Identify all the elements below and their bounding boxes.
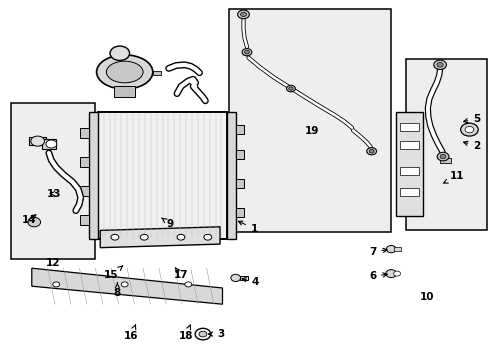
Text: 3: 3 <box>208 329 224 339</box>
Ellipse shape <box>106 61 143 83</box>
Text: 7: 7 <box>368 247 386 257</box>
Text: 9: 9 <box>161 218 173 229</box>
Bar <box>98 112 227 239</box>
Circle shape <box>288 87 292 90</box>
Text: 17: 17 <box>173 267 188 280</box>
Bar <box>152 71 161 75</box>
Circle shape <box>385 270 396 278</box>
Bar <box>399 188 418 196</box>
Circle shape <box>199 331 206 337</box>
Bar <box>236 150 244 159</box>
Bar <box>395 112 422 216</box>
Circle shape <box>140 234 148 240</box>
Polygon shape <box>100 227 220 248</box>
Text: 15: 15 <box>104 266 122 280</box>
Circle shape <box>110 46 129 60</box>
Circle shape <box>195 328 210 340</box>
Bar <box>80 186 89 196</box>
Text: 2: 2 <box>463 141 479 151</box>
Text: 18: 18 <box>178 325 193 341</box>
Bar <box>399 123 418 131</box>
Circle shape <box>436 152 448 161</box>
Circle shape <box>436 63 442 67</box>
Circle shape <box>237 10 249 19</box>
Circle shape <box>121 282 128 287</box>
Bar <box>228 9 390 232</box>
Circle shape <box>439 154 445 159</box>
Bar <box>80 128 89 138</box>
Text: 13: 13 <box>46 189 61 199</box>
Bar <box>80 157 89 167</box>
Bar <box>29 137 46 145</box>
Circle shape <box>286 85 295 92</box>
Text: 12: 12 <box>45 258 60 268</box>
Circle shape <box>366 148 376 155</box>
Bar <box>393 247 400 251</box>
Circle shape <box>46 140 57 148</box>
Bar <box>114 86 135 97</box>
Circle shape <box>433 60 446 69</box>
Circle shape <box>242 49 251 56</box>
Bar <box>42 139 56 149</box>
Polygon shape <box>32 268 222 304</box>
Circle shape <box>240 12 246 17</box>
Circle shape <box>53 282 60 287</box>
Text: 10: 10 <box>419 292 434 302</box>
Text: 4: 4 <box>242 276 259 287</box>
Bar <box>227 112 236 239</box>
Circle shape <box>177 234 184 240</box>
Circle shape <box>111 234 119 240</box>
Bar <box>399 167 418 175</box>
Bar <box>89 112 98 239</box>
Circle shape <box>184 282 191 287</box>
Text: 5: 5 <box>463 114 479 124</box>
Text: 16: 16 <box>123 325 138 341</box>
Circle shape <box>244 50 249 54</box>
Ellipse shape <box>96 55 153 89</box>
Bar <box>80 215 89 225</box>
Circle shape <box>28 217 41 227</box>
Circle shape <box>386 246 395 253</box>
Text: 11: 11 <box>443 171 464 183</box>
Circle shape <box>368 149 373 153</box>
Bar <box>236 125 244 134</box>
Circle shape <box>393 271 400 276</box>
Bar <box>236 179 244 188</box>
Bar <box>239 276 248 280</box>
Text: 1: 1 <box>238 221 257 234</box>
Bar <box>236 208 244 217</box>
Text: 6: 6 <box>368 271 386 282</box>
Bar <box>11 103 95 259</box>
Circle shape <box>464 126 473 133</box>
Text: 8: 8 <box>114 283 121 298</box>
Bar <box>439 158 450 163</box>
Circle shape <box>203 234 211 240</box>
Text: 19: 19 <box>304 126 319 136</box>
Text: 14: 14 <box>22 215 37 225</box>
Circle shape <box>460 123 477 136</box>
Circle shape <box>31 136 44 146</box>
Bar <box>405 59 486 230</box>
Circle shape <box>230 274 240 282</box>
Bar <box>399 141 418 149</box>
